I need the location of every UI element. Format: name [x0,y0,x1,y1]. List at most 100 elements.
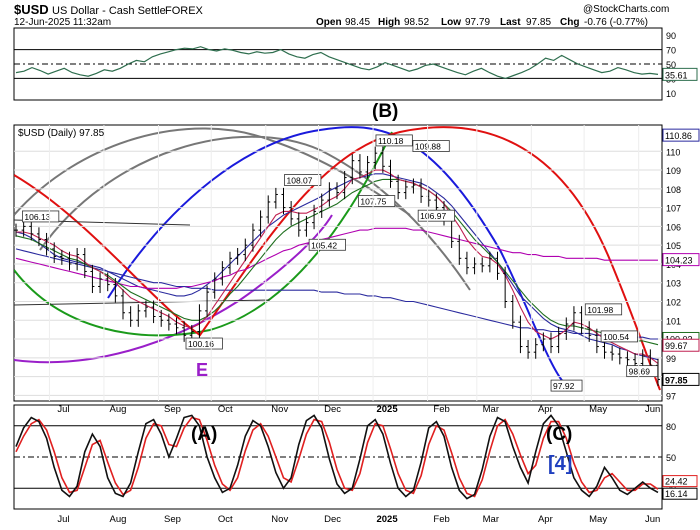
month-tick-label: Sep [164,404,181,415]
chart-header: $USD US Dollar - Cash Settle FOREX 12-Ju… [14,2,669,28]
instrument-name: US Dollar - Cash Settle [52,5,166,17]
wave-label-c: (C) [546,424,572,445]
moving-average-line [15,248,658,340]
month-tick-label: May [589,404,607,415]
callout-box [417,209,455,222]
trend-line-2 [14,299,271,306]
month-tick-label: Dec [324,514,341,525]
bottom-last-value: 24.42 [665,477,688,487]
green-arc [14,131,393,337]
callout-label: 105.42 [311,240,337,250]
bottom-oscillator-series [14,414,662,500]
date-time: 12-Jun-2025 11:32am [14,17,111,28]
month-tick-label: Aug [109,404,126,415]
price-callouts: 106.13100.16108.07105.42107.75110.18109.… [22,134,659,392]
price-tick-label: 103 [666,279,681,289]
month-tick-label: Sep [164,514,181,525]
price-panel [13,124,663,402]
month-tick-label: 2025 [376,514,398,525]
callout-label: 97.92 [553,381,575,391]
price-tick-label: 110 [666,147,680,157]
month-tick-label: Jun [645,514,660,525]
callout-label: 106.13 [24,212,50,222]
top-tick-label: 90 [666,31,676,41]
change-label: Chg [560,17,579,28]
callout-box [284,174,322,186]
moving-average-line [15,227,658,289]
callout-box [600,330,638,343]
month-tick-label: 2025 [376,404,398,415]
top-oscillator-line [15,46,659,80]
bottom-tick-label: 80 [666,422,676,432]
price-tick-label: 99 [666,354,676,364]
fast-stochastic-line [15,414,659,500]
month-tick-label: Nov [271,404,288,415]
month-tick-label: Dec [324,404,341,415]
price-right-label: 104.23 [665,256,693,266]
high-value: 98.52 [404,17,429,28]
price-tick-label: 101 [666,316,681,326]
change-value: -0.76 (-0.77%) [584,17,648,28]
callout-label: 98.69 [629,367,651,377]
callout-box [185,337,223,350]
callout-label: 110.18 [378,136,404,146]
price-right-label-box [662,253,700,267]
top-oscillator-axis: 907050301035.61 [662,31,698,99]
low-label: Low [441,17,461,28]
callout-label: 106.97 [420,211,446,221]
price-right-label-box [662,128,700,142]
callout-box [550,379,583,392]
bottom-last-value: 16.14 [665,489,688,499]
callout-label: 100.54 [603,332,629,342]
month-tick-label: Jul [57,514,69,525]
price-tick-label: 106 [666,222,681,232]
price-tick-label: 109 [666,166,681,176]
exchange-name: FOREX [165,5,204,17]
last-label: Last [500,17,521,28]
callout-box [357,195,396,207]
price-panel-title: $USD (Daily) 97.85 [18,128,105,139]
wave-label-a: (A) [191,424,217,445]
price-right-label: 99.67 [665,341,688,351]
month-tick-label: Apr [538,404,553,415]
month-tick-label: May [589,514,607,525]
moving-average-line [15,178,659,346]
price-tick-label: 102 [666,297,681,307]
callout-box [22,210,60,223]
price-right-label: 110.86 [665,131,692,141]
high-label: High [378,17,400,28]
month-tick-label: Jul [57,404,69,415]
bottom-tick-label: 50 [666,453,676,463]
bottom-last-value-box [662,475,698,488]
month-tick-label: Jun [645,404,660,415]
low-value: 97.79 [465,17,490,28]
wave-label-b: (B) [372,101,398,122]
price-axis: 1101091081071061051041031021011009998971… [662,128,700,401]
month-tick-label: Feb [433,514,449,525]
month-tick-label: Feb [433,404,449,415]
price-series [14,146,660,386]
month-tick-label: Aug [109,514,126,525]
bottom-last-value-box [662,487,698,500]
top-oscillator-series [14,46,662,80]
month-tick-label: Nov [271,514,288,525]
top-last-value: 35.61 [665,70,688,80]
price-tick-label: 108 [666,185,681,195]
top-tick-label: 50 [666,60,676,70]
price-tick-label: 107 [666,204,681,214]
callout-box [308,238,346,251]
callout-label: 101.98 [587,305,613,315]
month-tick-label: Apr [538,514,553,525]
slow-stochastic-line [15,416,659,498]
month-tick-label: Oct [218,514,233,525]
watermark: @StockCharts.com [583,4,669,15]
callout-box [584,303,623,316]
month-tick-label: Oct [218,404,233,415]
open-value: 98.45 [345,17,370,28]
top-tick-label: 10 [666,89,676,99]
top-tick-label: 70 [666,46,676,56]
time-axes: Jul Jul Aug Aug Sep Sep Oct Oct Nov Nov Dec Dec 2025… [48,125,660,525]
callout-box [412,140,450,152]
